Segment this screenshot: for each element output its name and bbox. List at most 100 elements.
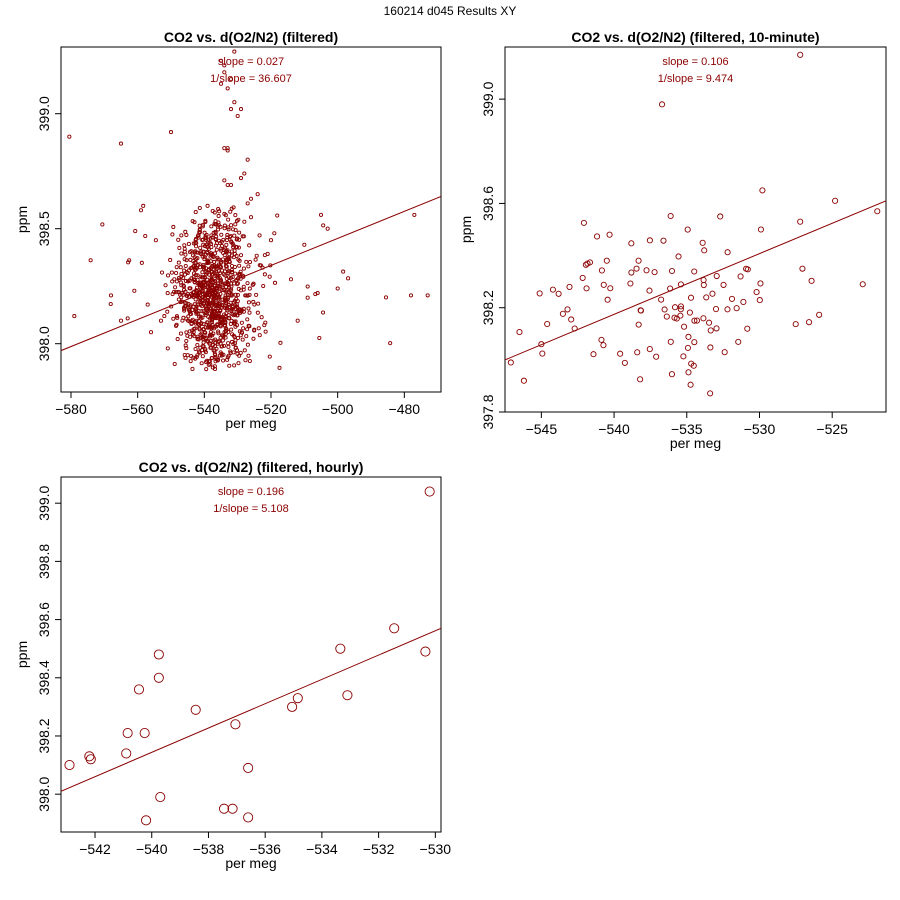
scatter-point — [720, 281, 727, 288]
scatter-point — [190, 704, 201, 715]
scatter-point — [205, 258, 210, 263]
scatter-point — [874, 208, 881, 215]
scatter-point — [232, 248, 237, 253]
scatter-point — [757, 226, 764, 233]
scatter-point — [177, 245, 182, 251]
scatter-point — [707, 390, 714, 397]
scatter-point — [197, 228, 202, 233]
scatter-point — [799, 265, 806, 272]
scatter-point — [171, 224, 176, 230]
scatter-point — [744, 325, 751, 332]
scatter-point — [200, 270, 205, 275]
scatter-point — [425, 293, 430, 298]
scatter-point — [233, 303, 238, 308]
scatter-point — [122, 728, 133, 739]
scatter-point — [182, 249, 187, 254]
scatter-point — [132, 288, 137, 293]
scatter-point — [168, 257, 173, 263]
scatter-point — [225, 357, 230, 362]
scatter-point — [218, 81, 224, 86]
scatter-point — [217, 304, 222, 309]
scatter-point — [201, 327, 206, 332]
scatter-point — [633, 265, 640, 272]
scatter-point — [178, 265, 183, 270]
x-tick-label: −540 — [189, 401, 221, 417]
scatter-point — [187, 309, 192, 314]
scatter-point — [209, 245, 214, 250]
scatter-point — [691, 317, 698, 324]
scatter-point — [227, 256, 232, 261]
scatter-point — [209, 315, 214, 320]
scatter-point — [204, 367, 209, 372]
scatter-point — [232, 264, 237, 270]
scatter-point — [226, 302, 231, 307]
chart-title: CO2 vs. d(O2/N2) (filtered, hourly) — [139, 459, 364, 475]
scatter-point — [190, 332, 196, 337]
scatter-point — [318, 212, 324, 217]
scatter-point — [214, 357, 219, 362]
scatter-point — [212, 221, 217, 226]
scatter-point — [222, 146, 227, 151]
scatter-point — [180, 318, 185, 323]
scatter-point — [192, 220, 197, 225]
x-tick-label: −540 — [598, 421, 630, 437]
scatter-point — [680, 353, 687, 360]
scatter-point — [193, 210, 198, 215]
scatter-point — [684, 344, 691, 351]
scatter-point — [193, 265, 198, 270]
scatter-point — [194, 318, 199, 323]
scatter-point — [247, 260, 253, 265]
scatter-point — [198, 316, 203, 321]
scatter-point — [229, 239, 234, 244]
scatter-point — [72, 314, 77, 319]
scatter-point — [199, 249, 204, 254]
scatter-point — [216, 281, 221, 286]
scatter-point — [646, 287, 653, 294]
scatter-point — [233, 228, 238, 233]
scatter-point — [179, 251, 184, 256]
scatter-point — [195, 334, 200, 339]
x-axis-label: per meg — [225, 415, 276, 431]
scatter-point — [235, 281, 240, 286]
scatter-point — [215, 257, 220, 262]
scatter-point — [203, 219, 208, 225]
scatter-point — [219, 279, 224, 284]
scatter-point — [201, 340, 206, 345]
scatter-point — [222, 343, 227, 348]
scatter-point — [238, 107, 244, 112]
scatter-point — [687, 381, 694, 388]
scatter-point — [175, 315, 180, 320]
x-tick-label: −545 — [526, 421, 558, 437]
scatter-point — [673, 315, 680, 322]
scatter-point — [165, 309, 170, 314]
scatter-point — [263, 329, 268, 334]
scatter-point — [223, 293, 228, 298]
scatter-point — [176, 237, 181, 242]
scatter-point — [200, 354, 205, 359]
plot-frame — [60, 476, 442, 833]
scatter-point — [663, 313, 670, 320]
scatter-point — [717, 213, 724, 220]
scatter-point — [236, 217, 241, 222]
scatter-point — [216, 213, 221, 219]
scatter-point — [219, 232, 224, 237]
scatter-point — [235, 306, 240, 311]
scatter-point — [544, 320, 551, 328]
scatter-point — [265, 251, 270, 256]
scatter-point — [237, 230, 242, 235]
scatter-point — [210, 253, 215, 258]
scatter-point — [191, 271, 197, 276]
scatter-point — [604, 296, 611, 303]
scatter-point — [667, 212, 674, 220]
scatter-point — [287, 701, 298, 712]
scatter-point — [141, 203, 146, 208]
x-tick-label: −525 — [816, 421, 848, 437]
scatter-point — [205, 295, 210, 300]
scatter-point — [213, 265, 218, 270]
scatter-point — [277, 365, 282, 370]
scatter-point — [681, 323, 688, 330]
scatter-point — [178, 280, 183, 285]
scatter-point — [182, 268, 187, 273]
scatter-point — [721, 349, 728, 356]
